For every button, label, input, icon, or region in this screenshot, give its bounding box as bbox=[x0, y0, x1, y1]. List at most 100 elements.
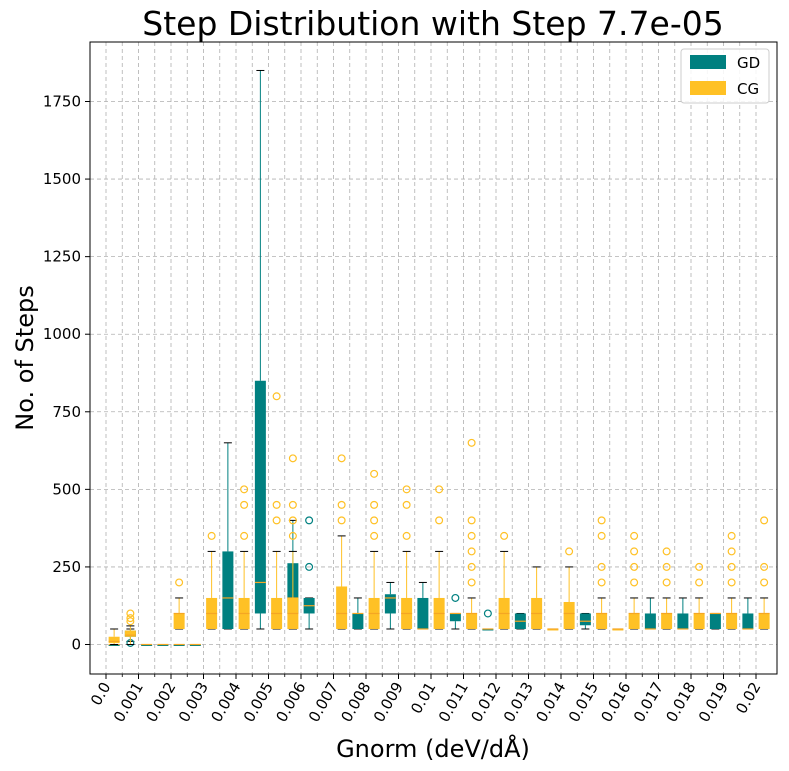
cg-outlier bbox=[207, 531, 216, 540]
legend-label-gd: GD bbox=[737, 54, 760, 72]
cg-outlier bbox=[272, 500, 281, 509]
cg-box bbox=[173, 613, 185, 629]
chart-title: Step Distribution with Step 7.7e-05 bbox=[142, 4, 723, 43]
cg-outlier bbox=[662, 562, 671, 571]
cg-outlier bbox=[272, 392, 281, 401]
gd-outlier bbox=[483, 609, 492, 618]
y-tick-label: 1750 bbox=[43, 93, 81, 111]
cg-outlier bbox=[126, 614, 135, 623]
cg-outlier bbox=[240, 500, 249, 509]
plot-frame bbox=[89, 41, 778, 675]
gd-box bbox=[352, 613, 364, 629]
cg-outlier bbox=[630, 547, 639, 556]
cg-outlier bbox=[467, 438, 476, 447]
cg-box bbox=[758, 613, 770, 629]
y-tick-label: 1000 bbox=[43, 325, 81, 343]
cg-outlier bbox=[337, 516, 346, 525]
gd-box bbox=[742, 613, 754, 629]
gd-box bbox=[709, 613, 721, 629]
legend-swatch-gd bbox=[690, 55, 726, 69]
legend-label-cg: CG bbox=[737, 80, 759, 98]
cg-outlier bbox=[760, 562, 769, 571]
gd-box bbox=[677, 613, 689, 629]
gd-box bbox=[222, 551, 234, 629]
gd-outlier bbox=[305, 516, 314, 525]
legend: GD CG bbox=[680, 48, 770, 104]
gd-outlier bbox=[451, 593, 460, 602]
cg-outlier bbox=[662, 547, 671, 556]
cg-box bbox=[596, 613, 608, 629]
cg-outlier bbox=[727, 562, 736, 571]
cg-outlier bbox=[467, 547, 476, 556]
cg-outlier bbox=[175, 578, 184, 587]
cg-outlier bbox=[630, 562, 639, 571]
gd-box bbox=[579, 613, 591, 626]
cg-outlier bbox=[288, 531, 297, 540]
cg-outlier bbox=[565, 547, 574, 556]
y-tick-label: 250 bbox=[52, 558, 81, 576]
cg-outlier bbox=[467, 578, 476, 587]
cg-outlier bbox=[240, 531, 249, 540]
y-axis-ticks: 0 250 500 750 1000 1250 1500 1750 bbox=[43, 93, 90, 654]
gd-box bbox=[254, 380, 266, 614]
gd-box bbox=[417, 597, 429, 629]
cg-box bbox=[661, 613, 673, 629]
cg-box bbox=[563, 601, 575, 629]
gd-outlier bbox=[305, 562, 314, 571]
y-axis-title: No. of Steps bbox=[11, 285, 39, 430]
cg-outlier bbox=[760, 578, 769, 587]
y-tick-label: 750 bbox=[52, 403, 81, 421]
y-tick-label: 1500 bbox=[43, 170, 81, 188]
cg-outlier bbox=[695, 562, 704, 571]
cg-box bbox=[466, 613, 478, 629]
gd-box bbox=[157, 644, 169, 646]
cg-box bbox=[628, 613, 640, 629]
cg-box bbox=[108, 636, 120, 643]
cg-box bbox=[726, 613, 738, 629]
cg-box bbox=[547, 628, 559, 631]
cg-outlier bbox=[727, 531, 736, 540]
y-tick-label: 1250 bbox=[43, 248, 81, 266]
gd-box bbox=[449, 613, 461, 622]
cg-outlier bbox=[695, 578, 704, 587]
cg-outlier bbox=[402, 485, 411, 494]
gd-box bbox=[189, 644, 201, 646]
grid-lines bbox=[90, 42, 777, 674]
cg-outlier bbox=[337, 500, 346, 509]
cg-outlier bbox=[435, 516, 444, 525]
cg-box bbox=[693, 613, 705, 629]
cg-outlier bbox=[467, 531, 476, 540]
cg-outlier bbox=[288, 500, 297, 509]
cg-outlier bbox=[597, 562, 606, 571]
cg-outlier bbox=[288, 516, 297, 525]
cg-outlier bbox=[402, 500, 411, 509]
cg-outlier bbox=[467, 516, 476, 525]
cg-outlier bbox=[337, 454, 346, 463]
cg-outlier bbox=[370, 500, 379, 509]
gd-box bbox=[108, 644, 120, 646]
cg-outlier bbox=[435, 485, 444, 494]
gd-box bbox=[141, 644, 153, 646]
gd-box bbox=[482, 628, 494, 631]
cg-outlier bbox=[597, 531, 606, 540]
cg-outlier bbox=[597, 516, 606, 525]
gd-box bbox=[173, 644, 185, 646]
cg-outlier bbox=[727, 578, 736, 587]
cg-outlier bbox=[597, 578, 606, 587]
cg-box bbox=[612, 628, 624, 631]
gd-box bbox=[644, 613, 656, 629]
y-tick-label: 0 bbox=[71, 636, 81, 654]
cg-outlier bbox=[630, 578, 639, 587]
legend-swatch-cg bbox=[690, 81, 726, 95]
y-tick-label: 500 bbox=[52, 480, 81, 498]
cg-outlier bbox=[630, 531, 639, 540]
cg-outlier bbox=[240, 485, 249, 494]
box-plots bbox=[108, 69, 770, 647]
cg-outlier bbox=[727, 547, 736, 556]
cg-outlier bbox=[500, 531, 509, 540]
cg-box bbox=[336, 586, 348, 629]
gd-box bbox=[384, 594, 396, 614]
cg-outlier bbox=[760, 516, 769, 525]
